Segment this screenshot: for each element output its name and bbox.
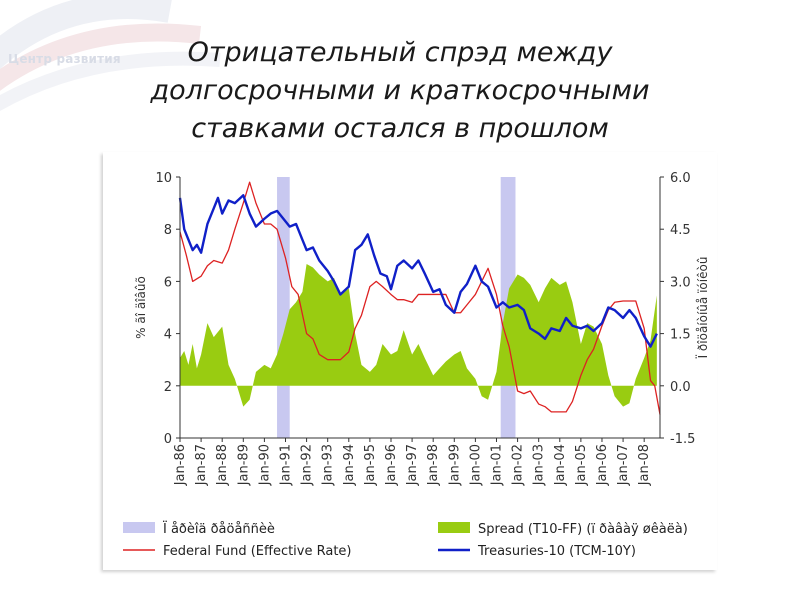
x-tick-label: Jan-03 bbox=[532, 444, 547, 486]
x-tick-label: Jan-07 bbox=[616, 444, 631, 486]
slide-title-line: долгосрочными и краткосрочными bbox=[150, 75, 650, 106]
slide-title: Отрицательный спрэд между долгосрочными … bbox=[60, 34, 740, 152]
brand-arc-logo bbox=[0, 0, 221, 112]
x-tick-label: Jan-87 bbox=[194, 444, 209, 486]
x-tick-label: Jan-93 bbox=[321, 444, 336, 486]
x-tick-label: Jan-91 bbox=[278, 444, 293, 486]
x-tick-label: Jan-96 bbox=[384, 444, 399, 486]
y-right-tick-label: 4.5 bbox=[670, 223, 691, 238]
slide-title-line: Отрицательный спрэд между bbox=[187, 37, 613, 68]
y-right-axis-title: Ï ðîöåíòíûå ïóíêòû bbox=[695, 257, 710, 359]
x-tick-label: Jan-88 bbox=[215, 444, 230, 486]
legend-label: Spread (T10-FF) (ï ðàâàÿ øêàëà) bbox=[478, 522, 688, 537]
y-left-tick-label: 2 bbox=[164, 380, 172, 395]
legend-label: Federal Fund (Effective Rate) bbox=[163, 544, 352, 559]
y-right-tick-label: 0.0 bbox=[670, 380, 691, 395]
y-left-tick-label: 6 bbox=[164, 275, 172, 290]
y-left-tick-label: 10 bbox=[155, 171, 172, 186]
legend-swatch bbox=[438, 522, 470, 533]
x-tick-label: Jan-05 bbox=[574, 444, 589, 486]
y-left-tick-label: 0 bbox=[164, 432, 172, 447]
y-right-tick-label: 3.0 bbox=[670, 275, 691, 290]
brand-label: Центр развития bbox=[8, 52, 121, 66]
x-tick-label: Jan-92 bbox=[300, 444, 315, 486]
y-left-tick-label: 4 bbox=[164, 328, 172, 343]
x-tick-label: Jan-01 bbox=[489, 444, 504, 486]
legend-swatch bbox=[123, 522, 155, 533]
spread-area bbox=[180, 264, 657, 407]
x-tick-label: Jan-90 bbox=[257, 444, 272, 486]
y-right-tick-label: 1.5 bbox=[670, 328, 691, 343]
x-tick-label: Jan-08 bbox=[637, 444, 652, 486]
x-tick-label: Jan-02 bbox=[511, 444, 526, 486]
x-tick-label: Jan-00 bbox=[468, 444, 483, 486]
x-tick-label: Jan-95 bbox=[363, 444, 378, 486]
y-left-axis-title: % ãî äîâûõ bbox=[134, 276, 148, 339]
y-left-tick-label: 8 bbox=[164, 223, 172, 238]
y-right-tick-label: -1.5 bbox=[670, 432, 695, 447]
brand-watermark: Центр развития bbox=[0, 0, 230, 160]
x-tick-label: Jan-04 bbox=[553, 444, 568, 486]
treasuries-line bbox=[178, 194, 658, 348]
x-tick-label: Jan-94 bbox=[342, 444, 357, 486]
fed-funds-line bbox=[179, 181, 661, 415]
y-right-tick-label: 6.0 bbox=[670, 171, 691, 186]
x-tick-label: Jan-89 bbox=[236, 444, 251, 486]
x-tick-label: Jan-06 bbox=[595, 444, 610, 486]
x-tick-label: Jan-97 bbox=[405, 444, 420, 486]
x-tick-label: Jan-99 bbox=[447, 444, 462, 486]
chart-svg: 0 2 4 6 8 10 -1.5 0.0 1.5 3.0 4.5 6.0 Jan-86 Jan-87 Ja… bbox=[123, 171, 710, 559]
x-tick-label: Jan-98 bbox=[426, 444, 441, 486]
legend-label: Ï åðèîä ðåöåññèè bbox=[163, 521, 275, 537]
x-tick-label: Jan-86 bbox=[173, 444, 188, 486]
legend-label: Treasuries-10 (TCM-10Y) bbox=[477, 544, 636, 559]
chart-panel: 0 2 4 6 8 10 -1.5 0.0 1.5 3.0 4.5 6.0 Jan-86 Jan-87 Ja… bbox=[103, 152, 717, 570]
recession-band bbox=[277, 177, 290, 438]
slide-title-line: ставками остался в прошлом bbox=[191, 113, 609, 144]
